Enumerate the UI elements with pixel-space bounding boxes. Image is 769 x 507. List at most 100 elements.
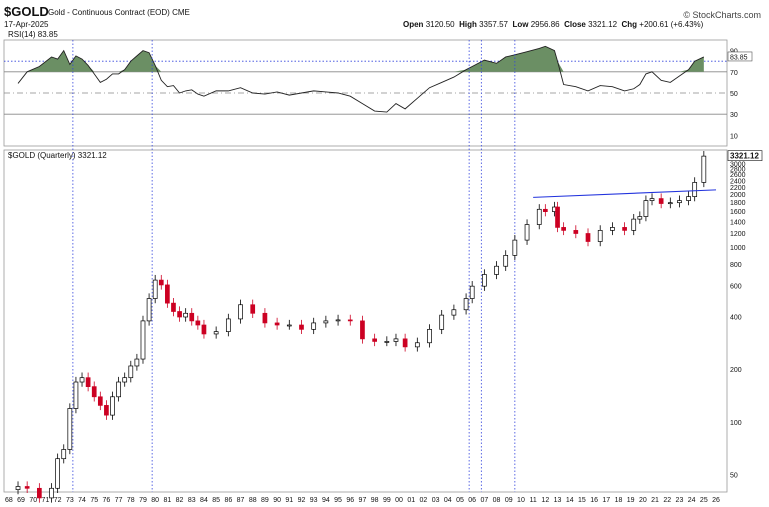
candle-body	[469, 285, 475, 299]
candle-body	[250, 304, 256, 314]
price-ytick-label: 2000	[730, 192, 746, 199]
xtick-label: 24	[688, 497, 696, 504]
xtick-label: 12	[541, 497, 549, 504]
candle-body	[524, 224, 530, 241]
candle-body	[134, 358, 140, 367]
price-ytick-label: 800	[730, 262, 742, 269]
candle-body	[262, 312, 268, 324]
candle-body	[536, 208, 542, 225]
rsi-title: RSI(14) 83.85	[8, 30, 58, 39]
xtick-label: 09	[505, 497, 513, 504]
candle-body	[61, 449, 67, 460]
xtick-label: 82	[176, 497, 184, 504]
candle-body	[24, 486, 30, 489]
candle-body	[110, 396, 115, 416]
xtick-label: 14	[566, 497, 574, 504]
candle-body	[55, 458, 60, 489]
price-frame	[3, 149, 728, 493]
high-value: 3357.57	[479, 20, 508, 29]
price-last-value-box	[727, 150, 763, 161]
price-ytick-label: 2800	[730, 167, 746, 174]
xtick-label: 83	[188, 497, 196, 504]
chart-symbol: $GOLD	[4, 4, 49, 19]
xtick-label: 22	[663, 497, 671, 504]
candle-body	[140, 320, 146, 360]
xtick-label: 11	[530, 497, 537, 504]
candle-body	[299, 324, 304, 330]
xtick-label: 90	[273, 497, 281, 504]
candle-body	[494, 265, 499, 275]
xtick-label: 76	[103, 497, 111, 504]
candle-body	[463, 298, 469, 311]
candle-body	[311, 322, 317, 330]
xtick-label: 72	[54, 497, 62, 504]
candle-body	[171, 302, 176, 312]
price-ytick-label: 1000	[730, 245, 746, 252]
price-ytick-label: 1600	[730, 209, 746, 216]
rsi-last-value-label: 83.85	[730, 54, 748, 61]
xtick-label: 92	[298, 497, 306, 504]
rsi-panel: RSI(14) 83.85103050709083.85	[3, 30, 753, 147]
candle-body	[512, 239, 518, 256]
xtick-label: 88	[249, 497, 257, 504]
price-ytick-label: 1400	[730, 219, 746, 226]
candle-body	[335, 319, 341, 322]
price-title: $GOLD (Quarterly) 3321.12	[8, 151, 107, 160]
high-label: High	[459, 20, 477, 29]
xtick-label: 73	[66, 497, 74, 504]
candle-body	[667, 202, 673, 205]
candle-body	[152, 279, 158, 299]
rsi-overbought-fill	[18, 46, 704, 72]
chg-label: Chg	[621, 20, 638, 29]
xtick-label: 95	[334, 497, 342, 504]
xtick-label: 81	[163, 497, 171, 504]
xtick-label: 13	[554, 497, 562, 504]
xtick-label: 20	[639, 497, 647, 504]
price-panel: 5010020040060080010001200140016001800200…	[3, 40, 763, 503]
candle-body	[213, 331, 219, 335]
candle-body	[439, 314, 445, 330]
candle-body	[402, 338, 408, 348]
candle-body	[15, 486, 21, 490]
price-ytick-label: 600	[730, 284, 742, 291]
xtick-label: 85	[212, 497, 220, 504]
rsi-ytick-label: 10	[730, 133, 738, 140]
candle-body	[658, 198, 664, 204]
candle-body	[692, 182, 698, 197]
xtick-label: 77	[115, 497, 123, 504]
candle-body	[610, 227, 615, 231]
candle-body	[225, 318, 231, 332]
candle-body	[158, 279, 164, 286]
xtick-label: 07	[480, 497, 488, 504]
xtick-label: 71	[42, 497, 50, 504]
candle-body	[414, 342, 420, 348]
xtick-label: 87	[237, 497, 245, 504]
ohlc-readout: Open 3120.50 High 3357.57 Low 2956.86 Cl…	[403, 20, 703, 29]
xtick-label: 21	[651, 497, 659, 504]
price-last-value-label: 3321.12	[730, 152, 759, 161]
xtick-label: 93	[310, 497, 318, 504]
candle-body	[238, 304, 243, 320]
xtick-label: 99	[383, 497, 391, 504]
candle-body	[189, 312, 195, 322]
candle-body	[649, 198, 655, 201]
chart-date: 17-Apr-2025	[4, 20, 49, 29]
candle-body	[427, 328, 432, 344]
candle-body	[274, 322, 280, 326]
price-ytick-label: 2400	[730, 178, 746, 185]
open-value: 3120.50	[425, 20, 455, 29]
candle-body	[91, 386, 97, 398]
candle-body	[347, 319, 353, 322]
candle-body	[79, 377, 85, 383]
xtick-label: 17	[602, 497, 610, 504]
candle-body	[677, 200, 682, 204]
xtick-label: 06	[468, 497, 476, 504]
xtick-label: 69	[17, 497, 25, 504]
rsi-ytick-label: 30	[730, 112, 738, 119]
chart-description: Gold - Continuous Contract (EOD) CME	[48, 8, 190, 17]
rsi-ytick-label: 70	[730, 70, 738, 77]
candle-body	[701, 155, 707, 183]
candle-body	[97, 396, 103, 406]
xtick-label: 89	[261, 497, 269, 504]
